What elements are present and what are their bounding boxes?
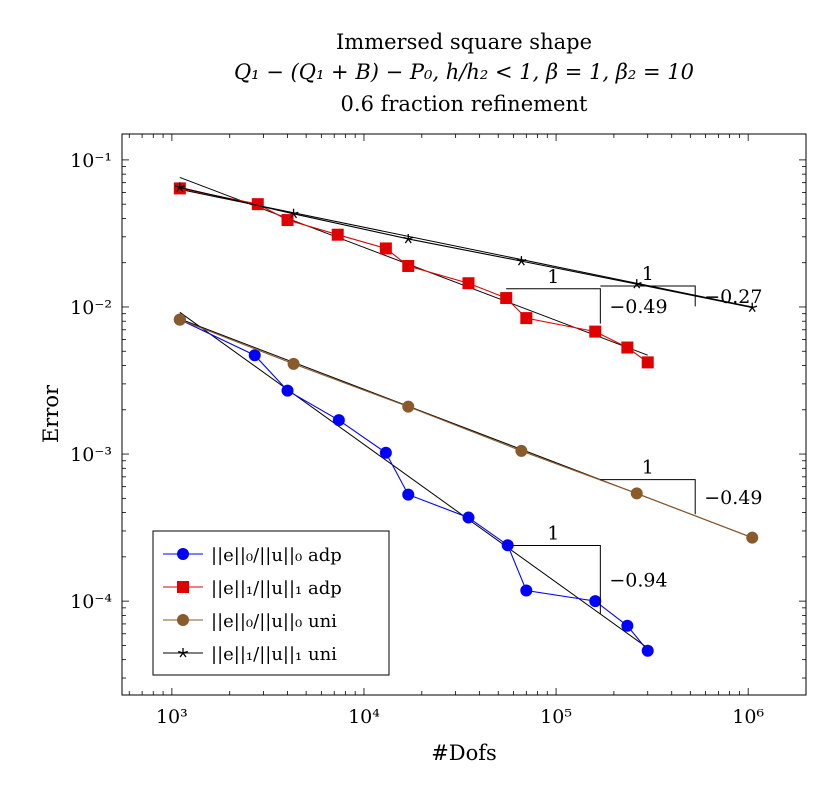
x-tick-label: 10⁶ — [732, 706, 764, 728]
data-point — [621, 341, 634, 354]
data-point — [520, 312, 533, 325]
slope-triangles: 1 −0.27 1 −0.49 1 −0.49 1 −0.94 — [506, 263, 762, 614]
data-point — [500, 292, 513, 305]
series-1 — [173, 182, 654, 369]
data-point — [178, 648, 188, 658]
x-axis-label: #Dofs — [431, 741, 497, 765]
legend-box — [152, 530, 390, 676]
data-point — [288, 208, 299, 219]
data-point — [516, 256, 527, 266]
x-tick-label: 10⁵ — [540, 706, 572, 728]
data-point — [173, 313, 186, 326]
series-2 — [173, 313, 759, 544]
x-tick-label: 10⁴ — [348, 706, 380, 728]
data-point — [402, 259, 415, 272]
data-point — [631, 279, 642, 289]
y-axis-label: Error — [39, 384, 63, 443]
y-tick-label: 10⁻¹ — [70, 150, 112, 172]
data-point — [281, 214, 294, 227]
legend-entry-label: ||e||₁/||u||₁ uni — [211, 644, 337, 665]
chart-title-line-1: Immersed square shape — [335, 30, 592, 54]
data-point — [177, 614, 189, 626]
y-tick-label: 10⁻⁴ — [70, 591, 112, 613]
data-point — [641, 644, 654, 657]
slope-value-label: −0.94 — [609, 570, 667, 592]
y-tick-label: 10⁻³ — [70, 444, 112, 466]
legend: ||e||₀/||u||₀ adp ||e||₁/||u||₁ adp ||e||₀… — [152, 530, 390, 676]
fit-line — [179, 311, 649, 649]
slope-triangle — [506, 288, 601, 324]
slope-triangle — [506, 544, 601, 614]
legend-entry-label: ||e||₀/||u||₀ adp — [211, 545, 342, 566]
data-point — [177, 581, 189, 593]
data-point — [403, 233, 414, 244]
plot-frame — [121, 133, 807, 696]
data-point — [174, 182, 185, 192]
axis-ticks — [122, 134, 807, 695]
data-point — [331, 228, 344, 241]
slope-triangle — [600, 285, 696, 307]
legend-entry-label: ||e||₁/||u||₁ adp — [211, 578, 342, 599]
data-point — [281, 384, 294, 397]
series-line — [179, 187, 649, 363]
data-point — [379, 446, 392, 459]
data-point — [621, 619, 634, 632]
slope-value-label: −0.49 — [609, 296, 667, 318]
data-point — [589, 325, 602, 338]
data-point — [520, 584, 533, 597]
chart-title-line-3: 0.6 fraction refinement — [340, 92, 588, 116]
data-point — [332, 414, 345, 427]
data-point — [462, 511, 475, 524]
data-point — [746, 531, 759, 544]
series-line — [179, 186, 753, 309]
data-point — [515, 444, 528, 457]
data-point — [402, 400, 415, 413]
data-point — [462, 277, 475, 290]
data-point — [641, 356, 654, 369]
slope-value-label: −0.27 — [704, 286, 762, 308]
data-point — [177, 548, 189, 560]
data-point — [287, 357, 300, 370]
data-point — [248, 349, 261, 362]
y-tick-label: 10⁻² — [70, 297, 112, 319]
data-point — [747, 302, 758, 313]
series-line — [179, 319, 753, 539]
data-point — [589, 595, 602, 608]
axis-tick-labels: 10³ 10⁴ 10⁵ 10⁶ 10⁻¹ 10⁻² 10⁻³ 10⁻⁴ — [70, 150, 764, 728]
slope-run-label: 1 — [547, 522, 559, 544]
slope-run-label: 1 — [642, 263, 654, 285]
slope-run-label: 1 — [642, 457, 654, 479]
slope-triangle — [600, 479, 696, 515]
slope-value-label: −0.49 — [704, 487, 762, 509]
data-point — [402, 488, 415, 501]
data-point — [379, 242, 392, 255]
legend-entry-label: ||e||₀/||u||₀ uni — [211, 611, 337, 632]
x-tick-label: 10³ — [156, 706, 188, 728]
data-point — [630, 487, 643, 500]
slope-run-label: 1 — [547, 266, 559, 288]
chart-title-line-2: Q₁ − (Q₁ + B) − P₀, h/h₂ < 1, β = 1, β₂ … — [233, 60, 695, 84]
